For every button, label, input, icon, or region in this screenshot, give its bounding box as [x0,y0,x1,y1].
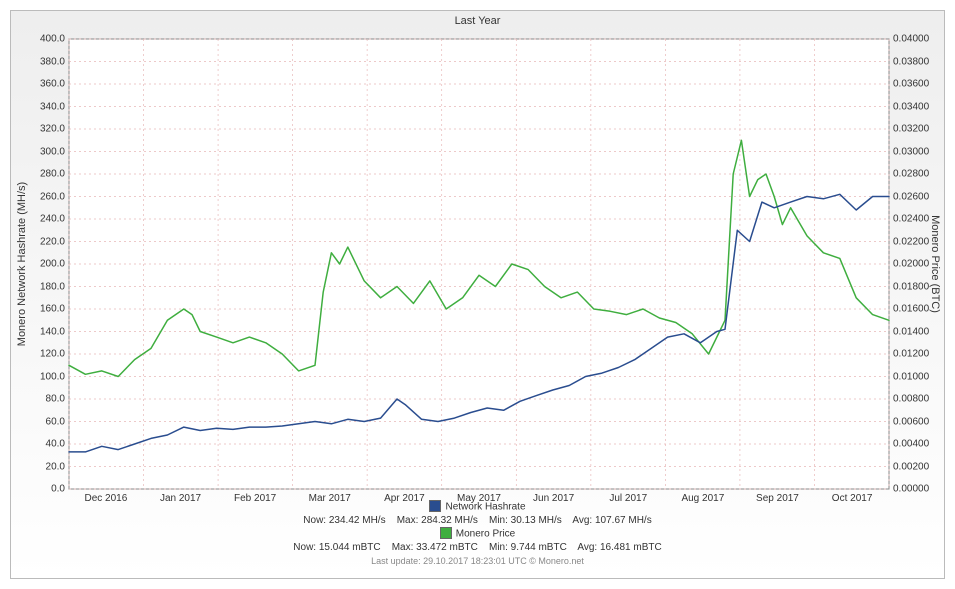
chart-container: Last Year Monero Network Hashrate (MH/s)… [10,10,945,579]
legend-row-price: Monero Price [11,528,944,540]
y-right-tick: 0.03000 [889,146,929,157]
y-left-tick: 160.0 [40,304,69,315]
lines-svg [69,39,889,489]
y-right-tick: 0.02800 [889,169,929,180]
y-left-tick: 120.0 [40,349,69,360]
price-min: 9.744 mBTC [511,542,567,553]
y-right-tick: 0.00600 [889,416,929,427]
y-right-tick: 0.00800 [889,394,929,405]
chart-title: Last Year [11,15,944,27]
price-now: 15.044 mBTC [319,542,381,553]
y-left-tick: 80.0 [46,394,69,405]
y-right-tick: 0.03400 [889,101,929,112]
y-right-tick: 0.02200 [889,236,929,247]
y-left-tick: 240.0 [40,214,69,225]
legend-label-price: Monero Price [456,529,515,540]
y-right-tick: 0.03200 [889,124,929,135]
y-left-tick: 220.0 [40,236,69,247]
hashrate-avg: 107.67 MH/s [595,515,652,526]
stats-row-price: Now: 15.044 mBTC Max: 33.472 mBTC Min: 9… [11,542,944,553]
y-right-tick: 0.01600 [889,304,929,315]
y-right-tick: 0.04000 [889,34,929,45]
y-right-tick: 0.03800 [889,56,929,67]
y-axis-left-label: Monero Network Hashrate (MH/s) [15,39,29,489]
y-right-tick: 0.01800 [889,281,929,292]
y-right-tick: 0.03600 [889,79,929,90]
y-right-tick: 0.00000 [889,484,929,495]
y-left-tick: 280.0 [40,169,69,180]
y-axis-right-label: Monero Price (BTC) [928,39,942,489]
legend-label-hashrate: Network Hashrate [445,502,525,513]
y-left-tick: 100.0 [40,371,69,382]
hashrate-min: 30.13 MH/s [511,515,562,526]
y-right-tick: 0.02600 [889,191,929,202]
legend-swatch-price [440,527,452,539]
y-right-tick: 0.01000 [889,371,929,382]
plot-area: 0.00.0000020.00.0020040.00.0040060.00.00… [69,39,889,489]
y-left-tick: 260.0 [40,191,69,202]
y-left-tick: 140.0 [40,326,69,337]
y-left-tick: 340.0 [40,101,69,112]
legend-swatch-hashrate [429,500,441,512]
price-avg: 16.481 mBTC [600,542,662,553]
footer-text: Last update: 29.10.2017 18:23:01 UTC © M… [11,556,944,566]
price-max: 33.472 mBTC [416,542,478,553]
legend-row-hashrate: Network Hashrate [11,501,944,513]
y-right-tick: 0.00400 [889,439,929,450]
hashrate-now: 234.42 MH/s [329,515,386,526]
y-left-tick: 360.0 [40,79,69,90]
y-left-tick: 0.0 [51,484,69,495]
y-left-tick: 60.0 [46,416,69,427]
y-left-tick: 20.0 [46,461,69,472]
y-left-tick: 300.0 [40,146,69,157]
y-right-tick: 0.01400 [889,326,929,337]
y-left-tick: 200.0 [40,259,69,270]
y-left-tick: 320.0 [40,124,69,135]
legend: Network Hashrate Now: 234.42 MH/s Max: 2… [11,499,944,568]
y-right-tick: 0.02000 [889,259,929,270]
y-left-tick: 40.0 [46,439,69,450]
y-left-tick: 400.0 [40,34,69,45]
y-left-tick: 380.0 [40,56,69,67]
y-right-tick: 0.02400 [889,214,929,225]
y-left-tick: 180.0 [40,281,69,292]
stats-row-hashrate: Now: 234.42 MH/s Max: 284.32 MH/s Min: 3… [11,515,944,526]
y-right-tick: 0.01200 [889,349,929,360]
hashrate-max: 284.32 MH/s [421,515,478,526]
y-right-tick: 0.00200 [889,461,929,472]
